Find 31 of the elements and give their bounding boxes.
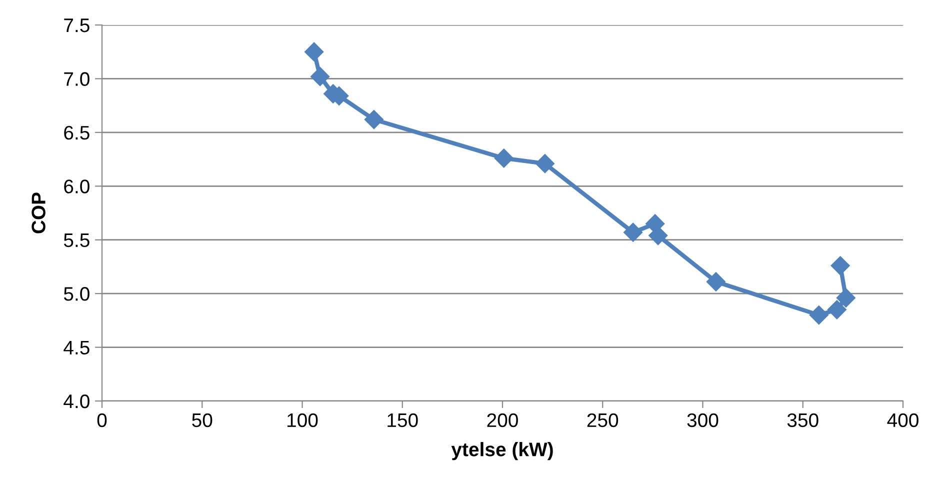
y-tick-label: 4.0: [64, 394, 90, 408]
point: [310, 67, 330, 86]
x-tick-label: 100: [288, 413, 318, 428]
x-axis-title: ytelse (kW): [451, 442, 553, 460]
x-tick-label: 0: [97, 413, 107, 428]
point: [494, 148, 514, 168]
y-tick-label: 5.5: [64, 234, 90, 248]
y-tick-label: 7.0: [64, 72, 90, 86]
y-axis-title: COP: [32, 192, 46, 234]
x-tick-label: 350: [787, 413, 818, 428]
x-tick-label: 150: [388, 413, 418, 428]
point: [836, 288, 856, 308]
point: [648, 226, 668, 246]
y-tick-label: 7.5: [64, 18, 90, 32]
point: [535, 154, 554, 174]
x-tick-label: 200: [487, 413, 518, 428]
point: [304, 42, 324, 62]
point: [624, 222, 643, 242]
point: [706, 272, 726, 292]
point: [364, 110, 384, 130]
point: [827, 300, 846, 320]
x-tick-label: 300: [687, 413, 718, 428]
x-tick-label: 50: [192, 413, 212, 428]
y-tick-label: 4.5: [64, 340, 90, 355]
point: [830, 256, 850, 276]
y-tick-label: 5.0: [64, 287, 90, 301]
x-tick-label: 400: [887, 413, 918, 428]
y-tick-label: 6.0: [64, 180, 90, 194]
point: [809, 306, 828, 325]
y-tick-label: 6.5: [64, 126, 90, 140]
x-tick-label: 250: [587, 413, 618, 428]
